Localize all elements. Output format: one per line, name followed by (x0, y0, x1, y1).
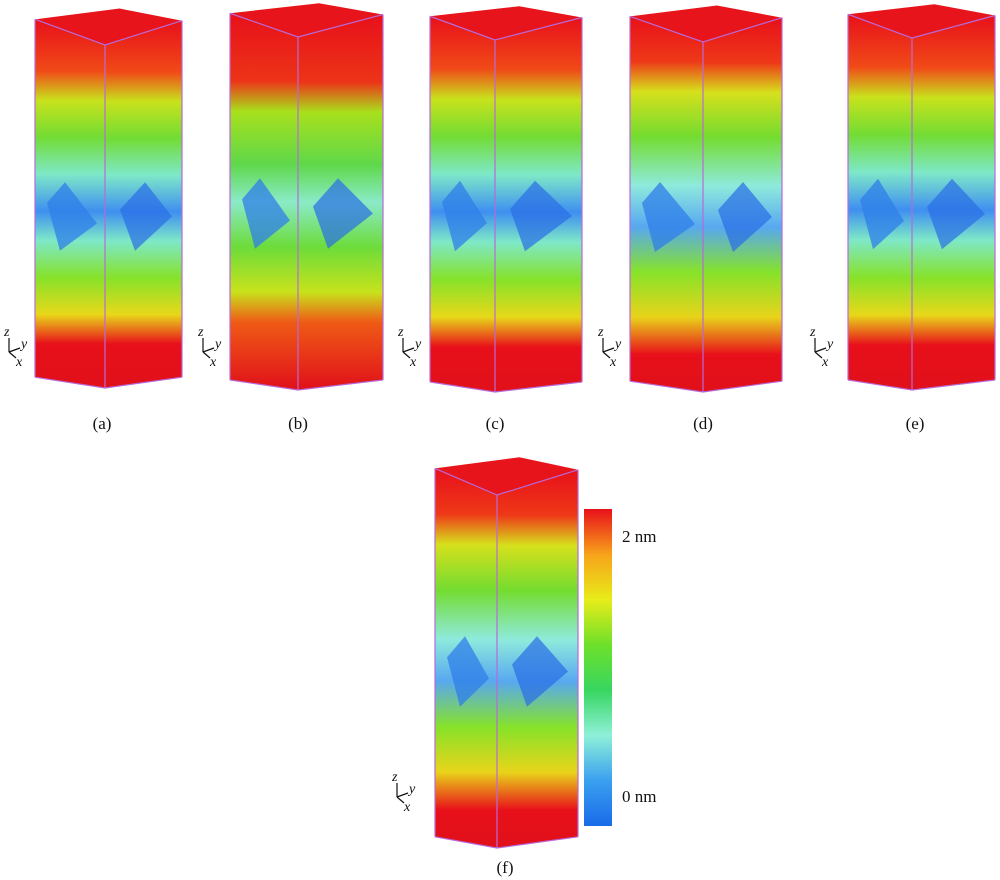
box-top-face (230, 3, 383, 37)
x-axis-arrow (8, 351, 17, 359)
panel-label-f: (f) (496, 858, 514, 877)
x-axis-arrow (202, 351, 211, 359)
box-top-face (35, 8, 182, 46)
dislocation-patch (242, 178, 290, 249)
colorbar-min-label: 0 nm (622, 787, 657, 806)
x-axis-label: x (409, 355, 417, 370)
dislocation-patch (927, 178, 985, 250)
y-axis-arrow (396, 792, 409, 798)
y-axis-label: y (413, 337, 422, 352)
colorbar-gradient (584, 509, 612, 826)
y-axis-label: y (213, 337, 222, 352)
y-axis-label: y (825, 337, 834, 352)
dislocation-patch (313, 178, 373, 249)
nanowire-box: zyx (597, 5, 783, 393)
x-axis-label: x (15, 355, 23, 370)
box-edge (429, 381, 583, 393)
nanowire-box: zyx (809, 4, 996, 391)
z-axis-label: z (197, 325, 204, 340)
axis-triad: zyx (3, 325, 28, 370)
x-axis-label: x (609, 355, 617, 370)
dislocation-patch (718, 182, 772, 252)
nanowire-box: zyx (197, 3, 384, 391)
panel-label-b: (b) (288, 414, 308, 433)
x-axis-label: x (209, 355, 217, 370)
y-axis-arrow (202, 347, 215, 353)
colorbar-max-label: 2 nm (622, 527, 657, 546)
y-axis-arrow (402, 347, 415, 353)
box-edge (34, 376, 183, 389)
box-edge (229, 379, 384, 391)
axis-triad: zyx (397, 325, 422, 370)
x-axis-label: x (821, 355, 829, 370)
panel-label-c: (c) (485, 414, 505, 433)
dislocation-patch (510, 180, 572, 252)
z-axis-label: z (397, 325, 404, 340)
box-top-face (848, 4, 995, 38)
dislocation-patch (442, 180, 487, 252)
dislocation-patch (512, 636, 568, 707)
box-top-face (630, 5, 782, 43)
nanowire-box: zyx (391, 457, 579, 849)
panel-label-e: (e) (905, 414, 925, 433)
box-edge (434, 836, 579, 849)
box-edge (847, 379, 996, 391)
axis-triad: zyx (809, 325, 834, 370)
axis-triad: zyx (597, 325, 622, 370)
y-axis-arrow (814, 347, 827, 353)
axis-triad: zyx (197, 325, 222, 370)
dislocation-patch (120, 182, 172, 251)
x-axis-arrow (396, 796, 405, 804)
nanowire-box: zyx (397, 6, 583, 393)
z-axis-label: z (809, 325, 816, 340)
x-axis-label: x (403, 800, 411, 815)
colorbar (584, 509, 612, 826)
x-axis-arrow (402, 351, 411, 359)
panel-label-a: (a) (92, 414, 112, 433)
y-axis-arrow (8, 347, 21, 353)
dislocation-patch (860, 178, 904, 250)
x-axis-arrow (814, 351, 823, 359)
z-axis-label: z (391, 770, 398, 785)
dislocation-patch (47, 182, 97, 251)
box-top-face (435, 457, 578, 495)
box-top-face (430, 6, 582, 40)
x-axis-arrow (602, 351, 611, 359)
panel-label-d: (d) (693, 414, 713, 433)
z-axis-label: z (3, 325, 10, 340)
y-axis-label: y (613, 337, 622, 352)
dislocation-patch (447, 636, 489, 707)
z-axis-label: z (597, 325, 604, 340)
y-axis-label: y (407, 782, 416, 797)
axis-triad: zyx (391, 770, 416, 815)
dislocation-patch (642, 182, 695, 252)
nanowire-box: zyx (3, 8, 183, 389)
y-axis-label: y (19, 337, 28, 352)
y-axis-arrow (602, 347, 615, 353)
box-edge (629, 380, 783, 393)
